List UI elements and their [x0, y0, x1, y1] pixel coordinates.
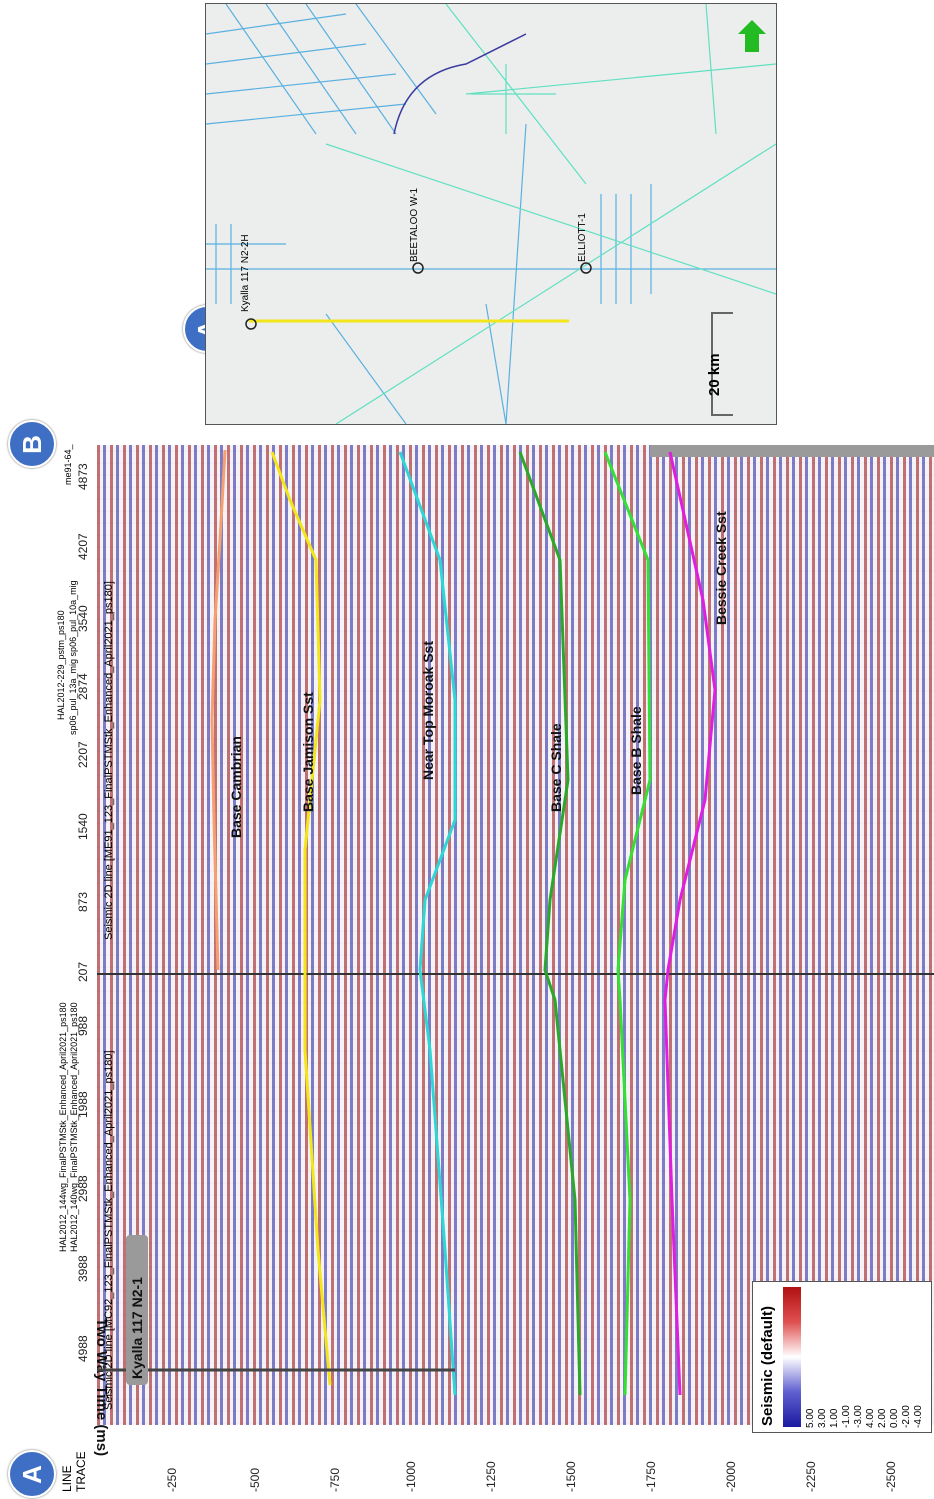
horizon-base-cambrian	[210, 449, 227, 971]
legend-value: 2.00	[877, 1408, 888, 1428]
legend-colorbar	[783, 1287, 801, 1427]
horizon-bessie-creek	[663, 451, 717, 1396]
map-lines	[206, 4, 776, 424]
horizon-label: Near Top Moroak Sst	[420, 641, 436, 780]
seismic-section	[97, 445, 934, 1425]
horizon-label: Base Cambrian	[228, 736, 244, 838]
legend-value: -1.00	[841, 1405, 852, 1428]
well-label: Kyalla 117 N2-1	[129, 1277, 145, 1379]
well-symbol-icon	[245, 262, 592, 330]
horizon-base-jamison	[270, 451, 332, 1386]
map-well-label: ELLIOTT-1	[577, 213, 588, 262]
map-well-label: Kyalla 117 N2-2H	[240, 234, 251, 312]
legend-values: 5.00 3.00 1.00 -1.00 -3.00 4.00 2.00 0.0…	[805, 1284, 925, 1430]
legend-value: 5.00	[805, 1408, 816, 1428]
badge-a: A	[8, 1450, 56, 1498]
grey-bar	[650, 445, 934, 457]
location-map: Kyalla 117 N2-2H BEETALOO W-1 ELLIOTT-1 …	[205, 3, 777, 425]
well-label-box: Kyalla 117 N2-1	[126, 1235, 148, 1385]
horizon-near-top-moroak	[398, 451, 457, 1396]
horizon-base-c-shale	[518, 451, 582, 1396]
legend-value: -2.00	[901, 1405, 912, 1428]
legend-title: Seismic (default)	[759, 1305, 776, 1426]
legend-value: 0.00	[889, 1408, 900, 1428]
legend-value: 3.00	[817, 1408, 828, 1428]
horizon-label: Base B Shale	[628, 706, 644, 795]
horizon-base-b-shale	[603, 451, 652, 1396]
legend-value: -3.00	[853, 1405, 864, 1428]
legend-value: -4.00	[913, 1405, 924, 1428]
legend-value: 4.00	[865, 1408, 876, 1428]
legend-value: 1.00	[829, 1408, 840, 1428]
scale-label: 20 km	[706, 353, 723, 396]
north-arrow-icon	[738, 20, 766, 52]
horizon-label: Bessie Creek Sst	[713, 511, 729, 625]
badge-b: B	[8, 420, 56, 468]
horizon-label: Base C Shale	[548, 723, 564, 812]
section-divider	[97, 973, 934, 975]
horizon-label: Base Jamison Sst	[300, 692, 316, 812]
color-legend: Seismic (default) 5.00 3.00 1.00 -1.00 -…	[752, 1281, 932, 1433]
map-well-label: BEETALOO W-1	[409, 187, 420, 262]
scale-bar	[711, 312, 733, 416]
